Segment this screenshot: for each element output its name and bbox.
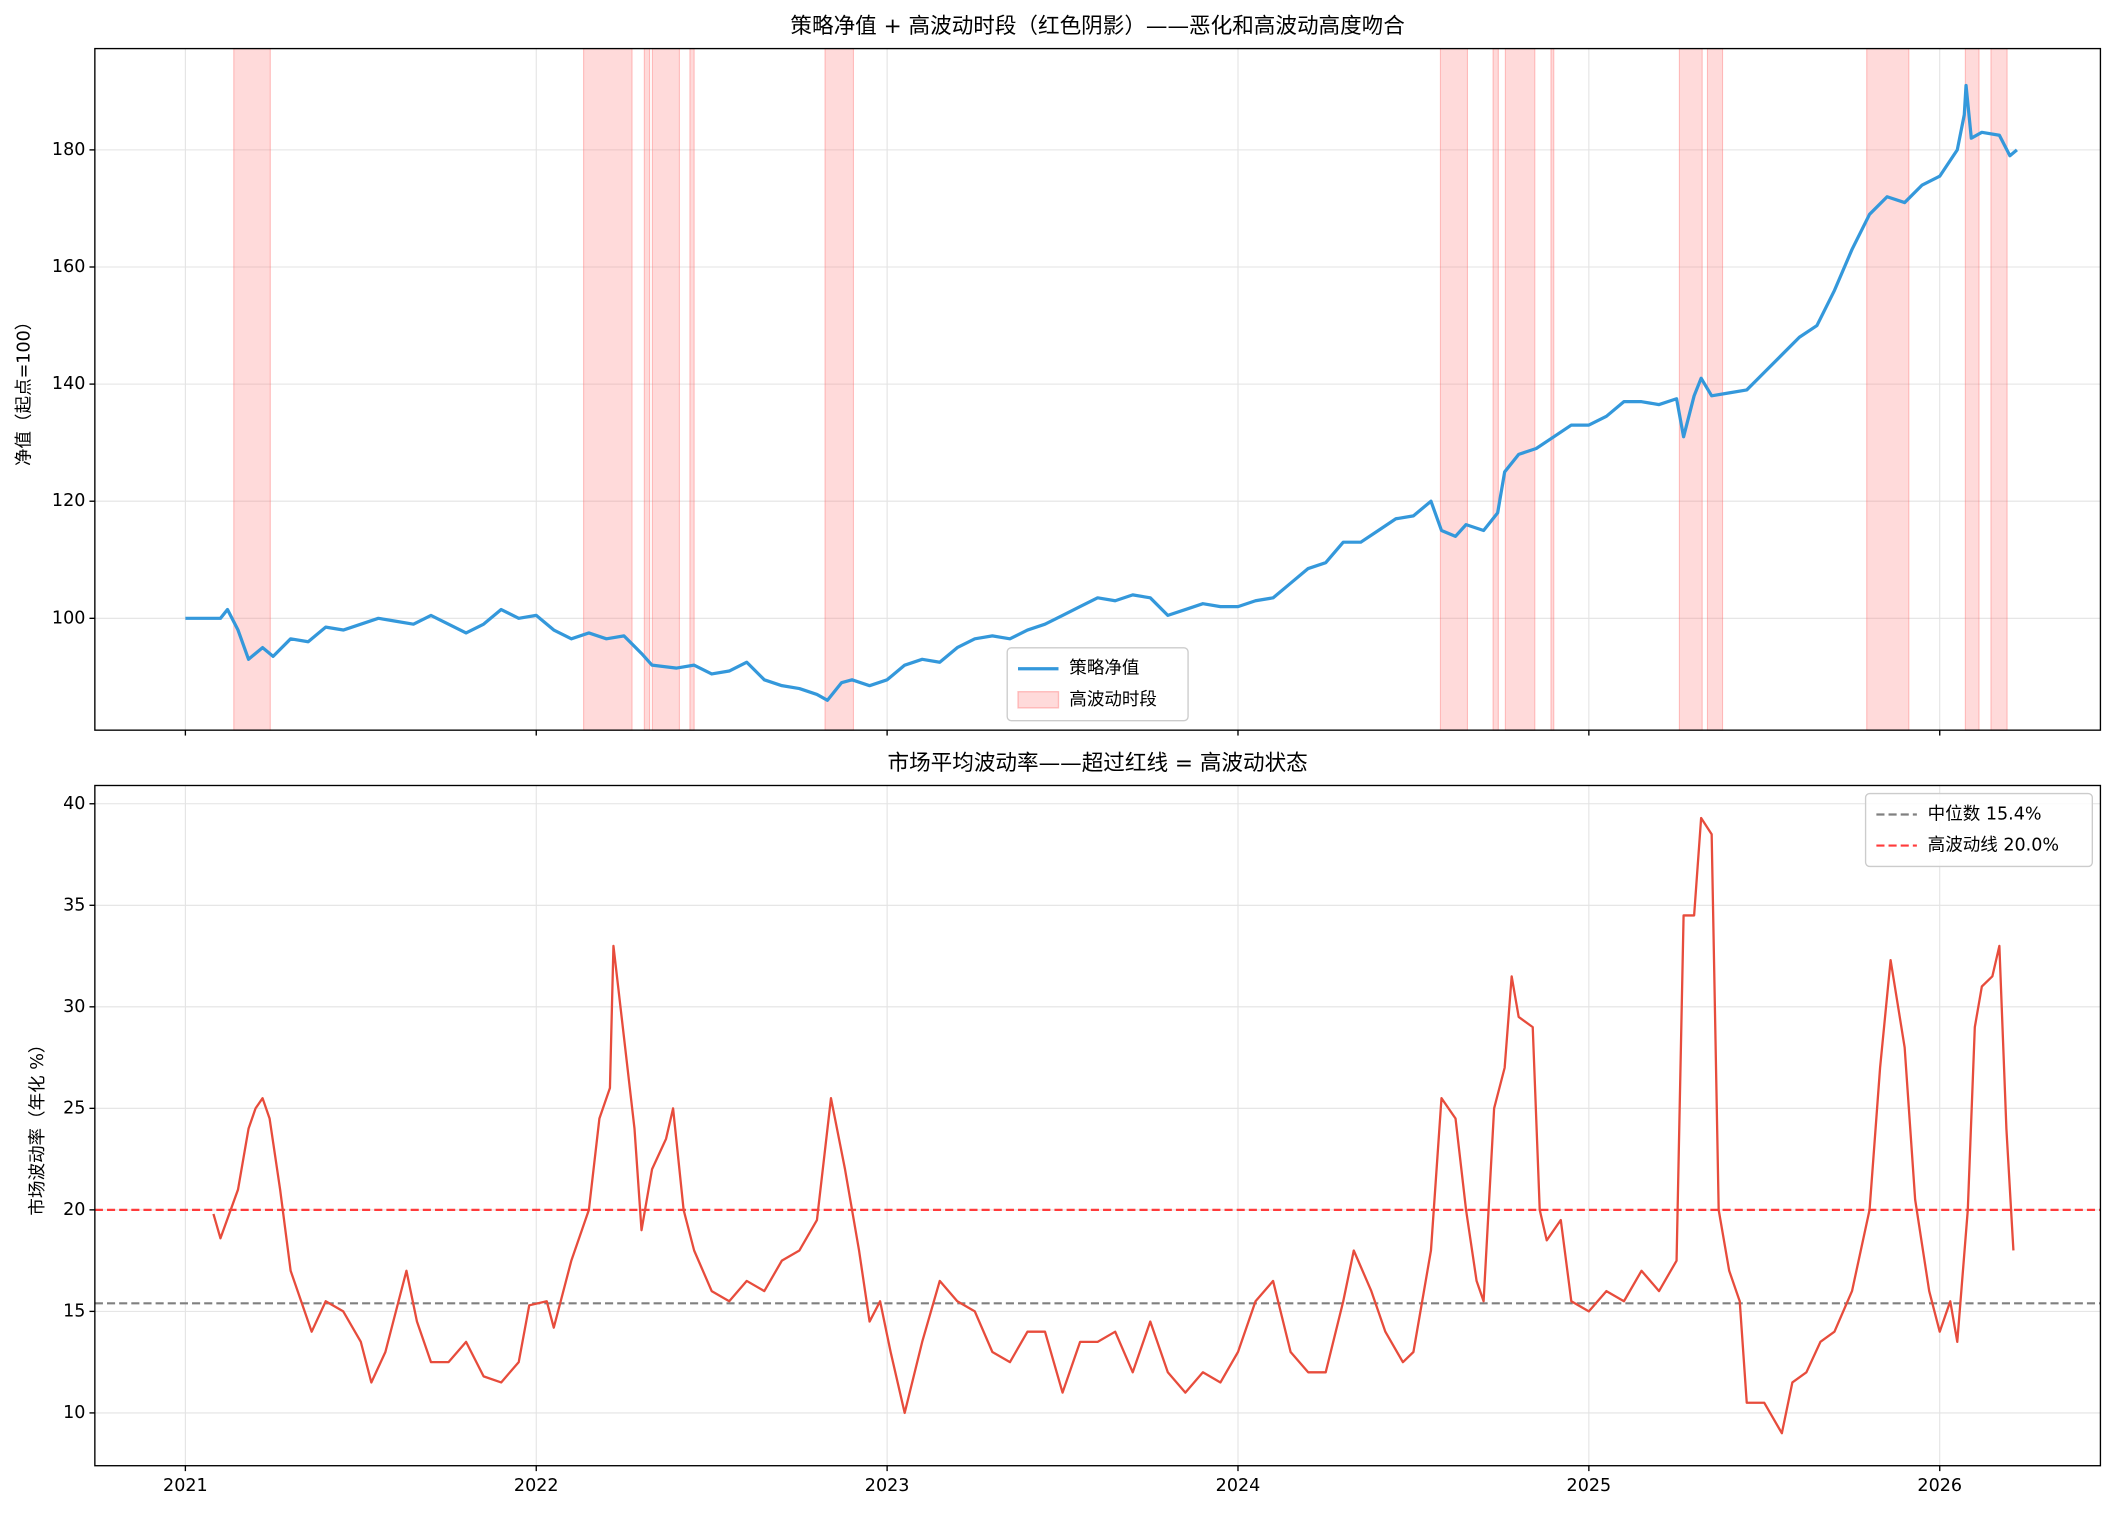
x-tick-label: 2022 <box>514 1476 559 1496</box>
high-vol-span <box>824 48 854 731</box>
y-tick-label: 35 <box>63 895 85 915</box>
high-vol-span <box>651 48 680 731</box>
chart-title: 策略净值 + 高波动时段（红色阴影）——恶化和高波动高度吻合 <box>790 14 1404 39</box>
high-vol-span <box>1964 48 1980 731</box>
x-tick-label: 2023 <box>865 1476 910 1496</box>
high-vol-span <box>1866 48 1910 731</box>
series-line <box>212 816 2015 1435</box>
y-axis-label: 市场波动率（年化 %） <box>28 1036 48 1216</box>
x-tick-label: 2021 <box>163 1476 208 1496</box>
high-vol-span <box>1678 48 1703 731</box>
legend-label: 高波动线 20.0% <box>1928 836 2059 856</box>
y-tick-label: 120 <box>52 491 85 511</box>
legend-label: 高波动时段 <box>1069 690 1157 710</box>
y-tick-label: 100 <box>52 608 85 628</box>
legend-label: 策略净值 <box>1069 659 1139 679</box>
legend-swatch <box>1017 691 1060 709</box>
high-vol-span <box>1990 48 2008 731</box>
high-vol-span <box>1550 48 1555 731</box>
x-tick-label: 2025 <box>1567 1476 1612 1496</box>
high-vol-span <box>643 48 651 731</box>
y-tick-label: 10 <box>63 1403 85 1423</box>
series-line <box>185 83 2018 702</box>
high-vol-span <box>233 48 271 731</box>
plot-frame <box>94 47 2102 731</box>
legend-box <box>1006 647 1189 722</box>
y-tick-label: 180 <box>52 140 85 160</box>
y-tick-label: 160 <box>52 257 85 277</box>
x-tick-label: 2026 <box>1917 1476 1962 1496</box>
y-tick-label: 40 <box>63 794 85 814</box>
legend-label: 中位数 15.4% <box>1928 805 2042 825</box>
y-tick-label: 140 <box>52 374 85 394</box>
chart-title: 市场平均波动率——超过红线 = 高波动状态 <box>888 751 1308 776</box>
axes: 100 120 140 160 180 策略净值 + 高波动时段（红色阴影）——恶化和高波… <box>15 14 2102 736</box>
high-vol-span <box>1706 48 1724 731</box>
legend: 中位数 15.4% 高波动线 20.0% <box>1864 792 2094 868</box>
high-vol-span <box>1504 48 1536 731</box>
y-axis-label: 净值（起点=100） <box>15 313 35 466</box>
y-tick-label: 15 <box>63 1301 85 1321</box>
high-vol-span <box>1439 48 1468 731</box>
high-vol-span <box>1492 48 1499 731</box>
high-vol-span <box>583 48 633 731</box>
y-tick-label: 25 <box>63 1098 85 1118</box>
plot-frame <box>94 784 2102 1467</box>
legend-box <box>1864 792 2094 868</box>
y-tick-label: 20 <box>63 1200 85 1220</box>
y-tick-label: 30 <box>63 997 85 1017</box>
x-tick-label: 2024 <box>1216 1476 1261 1496</box>
high-vol-span <box>689 48 695 731</box>
